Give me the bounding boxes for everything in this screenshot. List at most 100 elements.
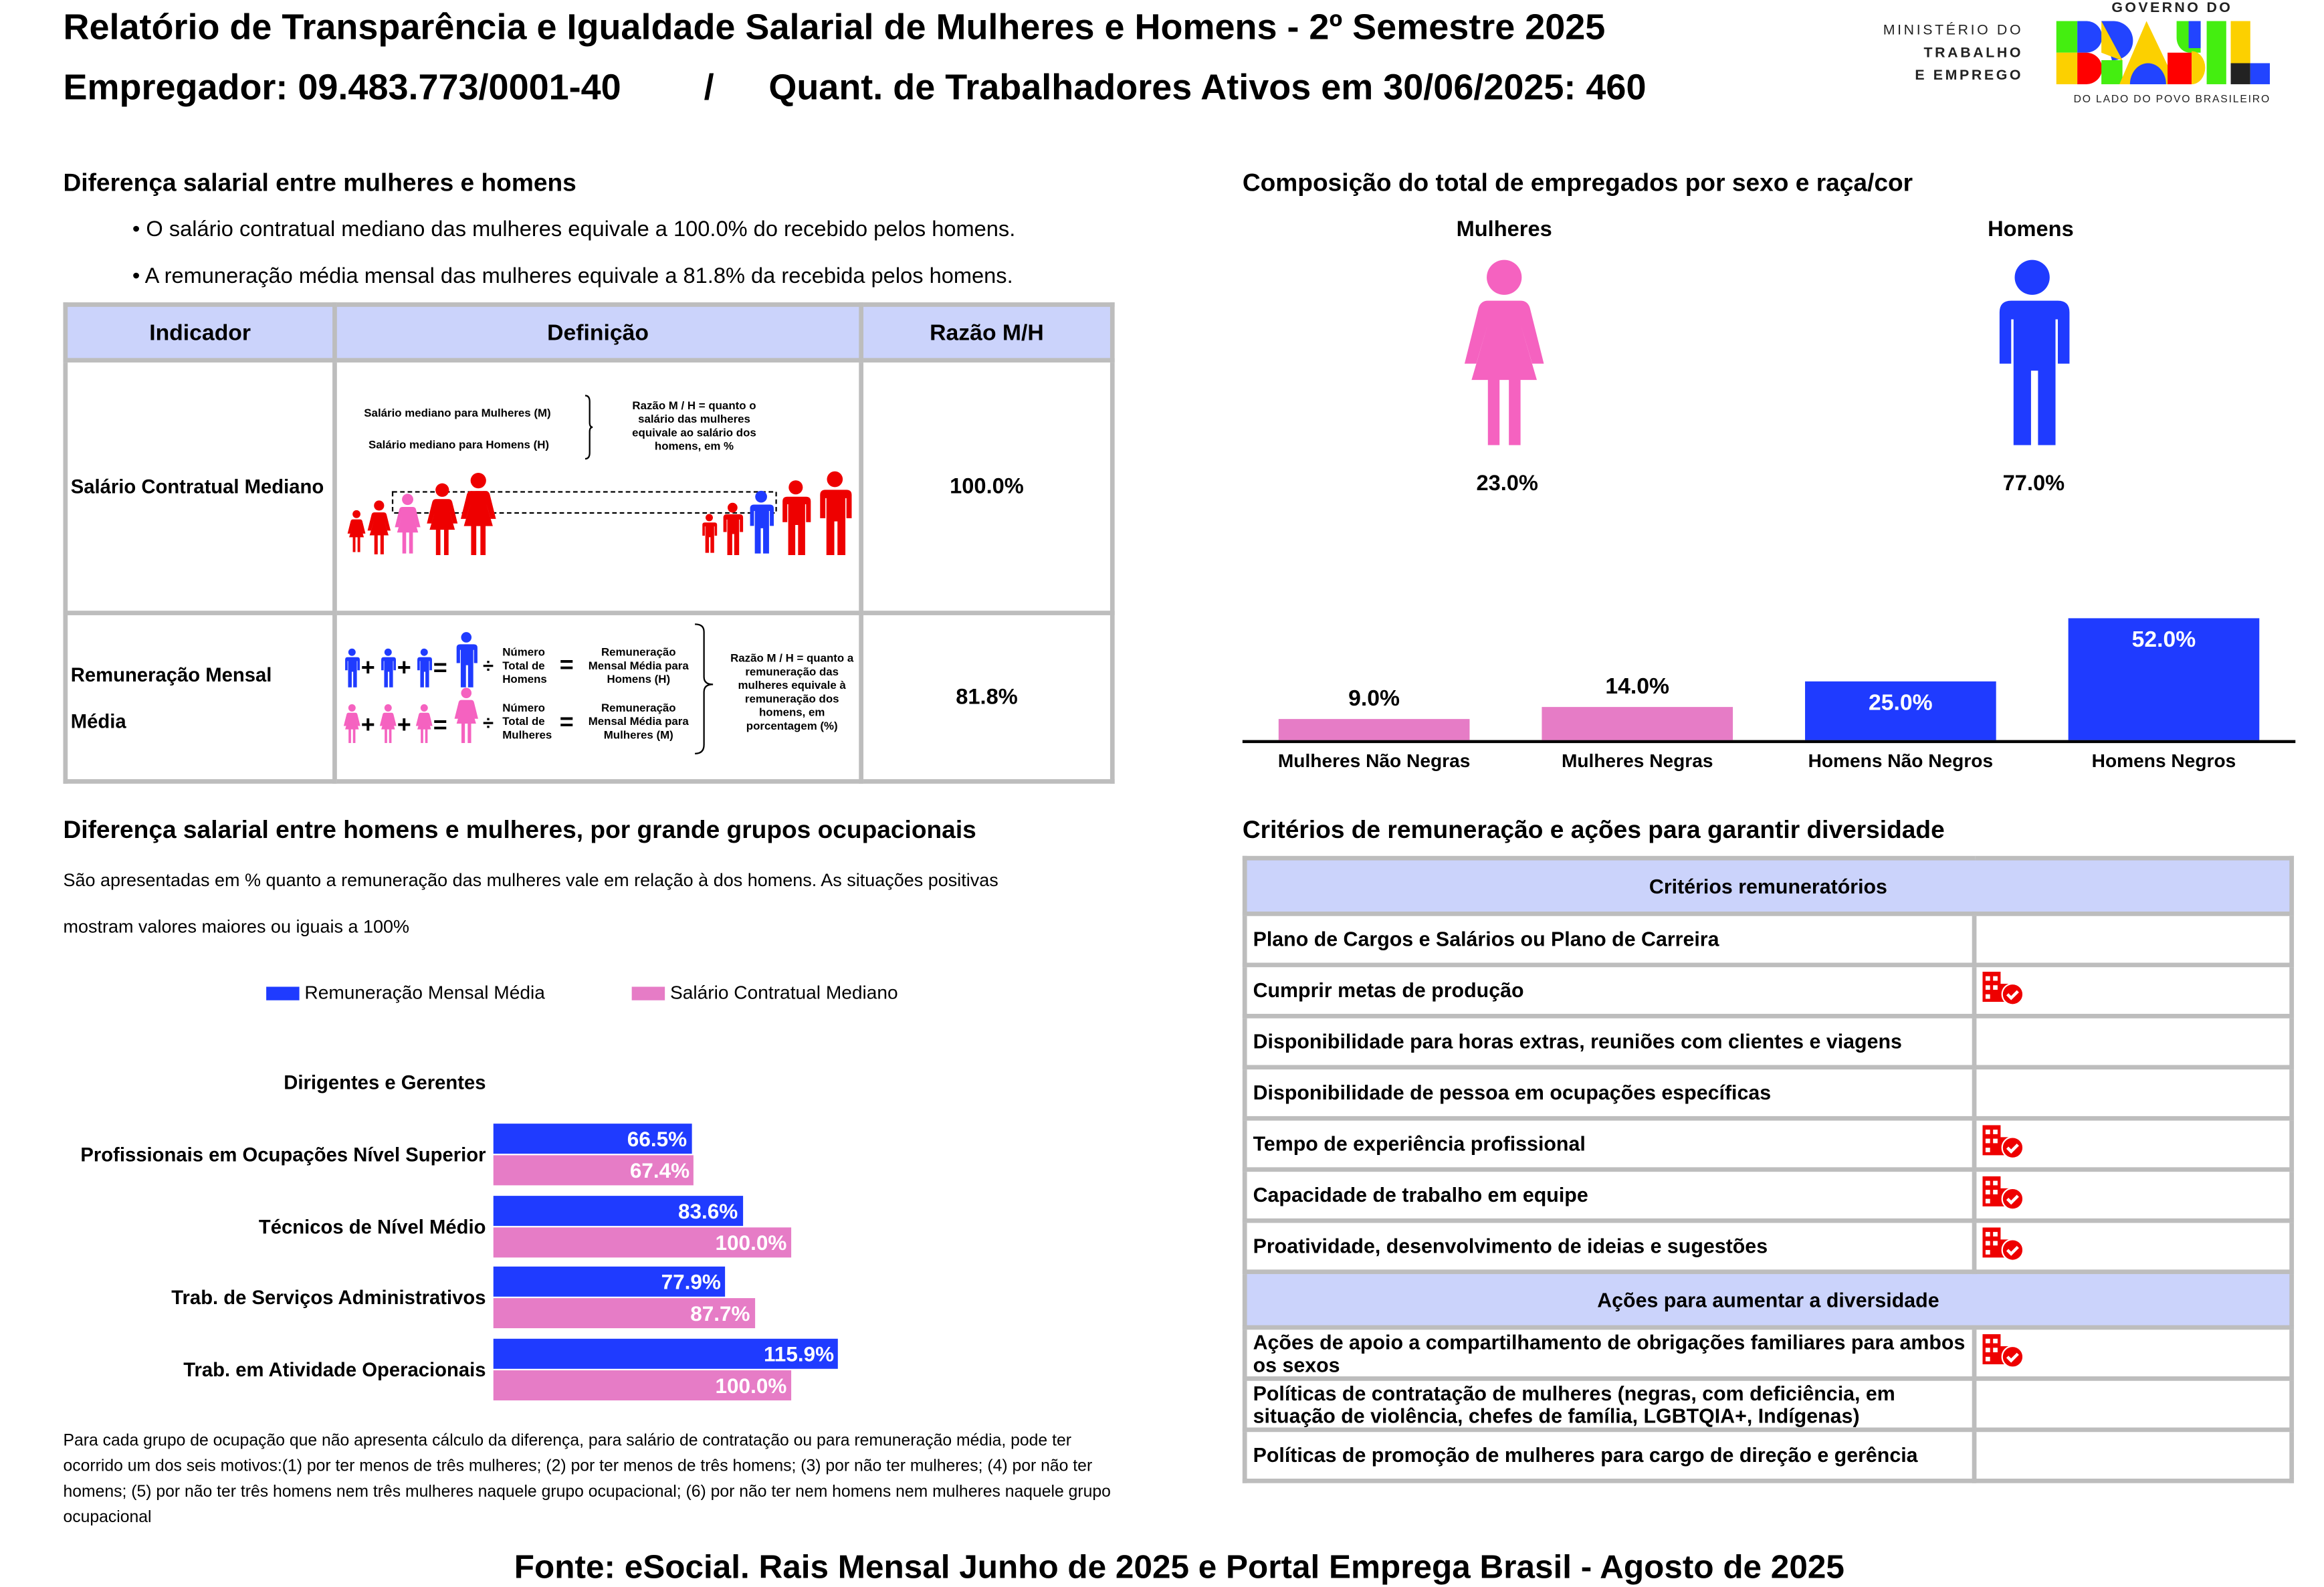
indicator-name: Salário Contratual Mediano	[63, 358, 337, 615]
diversity-header: Ações para aumentar a diversidade	[1242, 1269, 2295, 1330]
bar	[1278, 719, 1470, 740]
category-label: Trab. em Atividade Operacionais	[183, 1358, 486, 1381]
criteria-row: Tempo de experiência profissional	[1242, 1116, 2295, 1172]
criteria-status	[1972, 1065, 2295, 1121]
bar-value-label: 83.6%	[677, 1198, 738, 1223]
bar: 83.6%	[493, 1196, 743, 1227]
criteria-row: Proatividade, desenvolvimento de ideias …	[1242, 1218, 2295, 1275]
company-check-icon	[1982, 1227, 2024, 1260]
category-label: Trab. de Serviços Administrativos	[171, 1286, 486, 1309]
diagram-label: Remuneração Mensal Média para Mulheres (…	[588, 701, 689, 742]
table-row: Salário Contratual Mediano Salário media…	[63, 358, 1115, 615]
company-check-icon	[1982, 1125, 2024, 1158]
median-illustration	[347, 395, 852, 555]
definition-diagram-median: Salário mediano para Mulheres (M) Salári…	[332, 358, 864, 615]
definition-diagram-average: + + = ÷ = + + = ÷ = Número Total de Homens Remun…	[332, 611, 864, 784]
legend-swatch-pink	[631, 986, 665, 1001]
criteria-row: Plano de Cargos e Salários ou Plano de C…	[1242, 912, 2295, 968]
svg-text:+: +	[397, 710, 411, 738]
logo-text: E EMPREGO	[1915, 68, 2024, 84]
bar	[1542, 707, 1733, 740]
source-footer: Fonte: eSocial. Rais Mensal Junho de 202…	[514, 1548, 1844, 1586]
criteria-status	[1972, 1218, 2295, 1275]
criteria-label: Políticas de contratação de mulheres (ne…	[1242, 1376, 1977, 1433]
woman-icon	[1464, 259, 1544, 445]
bar: 100.0%	[493, 1370, 792, 1401]
criteria-row: Cumprir metas de produção	[1242, 962, 2295, 1019]
diagram-label: Razão M / H = quanto o salário das mulhe…	[632, 399, 756, 453]
criteria-label: Disponibilidade para horas extras, reuni…	[1242, 1013, 1977, 1070]
women-label: Mulheres	[1456, 218, 1552, 243]
col-header-definition: Definição	[332, 302, 864, 363]
indicator-table: Indicador Definição Razão M/H Salário Co…	[63, 302, 1115, 784]
criteria-label: Tempo de experiência profissional	[1242, 1116, 1977, 1172]
criteria-label: Capacidade de trabalho em equipe	[1242, 1167, 1977, 1223]
employer-id: Empregador: 09.483.773/0001-40	[63, 68, 621, 108]
criteria-label: Ações de apoio a compartilhamento de obr…	[1242, 1325, 1977, 1381]
bar: 87.7%	[493, 1298, 755, 1329]
ratio-value: 100.0%	[859, 358, 1115, 615]
criteria-table: Critérios remuneratórios Plano de Cargos…	[1242, 855, 2295, 1483]
legend-item: Remuneração Mensal Média	[266, 982, 545, 1003]
bar	[1805, 681, 1996, 740]
col-header-indicator: Indicador	[63, 302, 337, 363]
bar: 66.5%	[493, 1124, 692, 1154]
report-title: Relatório de Transparência e Igualdade S…	[63, 7, 1606, 48]
criteria-row: Políticas de contratação de mulheres (ne…	[1242, 1376, 2295, 1433]
average-illustration: + + = ÷ = + + = ÷ =	[343, 623, 714, 754]
legend-label: Remuneração Mensal Média	[304, 982, 545, 1004]
category-label: Homens Não Negros	[1808, 750, 1994, 772]
diagram-label: Número Total de Mulheres	[502, 701, 552, 742]
brasil-logo-mark	[2056, 21, 2270, 84]
criteria-row: Disponibilidade de pessoa em ocupações e…	[1242, 1065, 2295, 1121]
svg-text:=: =	[433, 710, 447, 738]
bar-value-label: 87.7%	[690, 1301, 750, 1326]
svg-text:÷: ÷	[483, 713, 494, 734]
bar-value-label: 14.0%	[1605, 674, 1670, 700]
logo-text: DO LADO DO POVO BRASILEIRO	[2073, 94, 2271, 106]
man-icon	[1999, 259, 2070, 445]
criteria-row: Políticas de promoção de mulheres para c…	[1242, 1427, 2295, 1483]
header-separator: /	[704, 68, 714, 108]
ratio-value: 81.8%	[859, 611, 1115, 784]
active-workers: Quant. de Trabalhadores Ativos em 30/06/…	[768, 68, 1647, 108]
criteria-row: Disponibilidade para horas extras, reuni…	[1242, 1013, 2295, 1070]
bar-value-label: 100.0%	[715, 1373, 787, 1398]
criteria-label: Disponibilidade de pessoa em ocupações e…	[1242, 1065, 1977, 1121]
bar	[2068, 618, 2260, 740]
diagram-label: Remuneração Mensal Média para Homens (H)	[588, 645, 689, 686]
salary-gap-title: Diferença salarial entre mulheres e home…	[63, 170, 576, 197]
criteria-label: Plano de Cargos e Salários ou Plano de C…	[1242, 912, 1977, 968]
bar: 67.4%	[493, 1155, 694, 1186]
svg-text:+: +	[361, 710, 375, 738]
diagram-label: Salário mediano para Mulheres (M)	[364, 406, 551, 420]
svg-text:=: =	[560, 708, 574, 735]
bullet-median: • O salário contratual mediano das mulhe…	[132, 218, 1016, 243]
bar: 100.0%	[493, 1227, 792, 1258]
table-row: Remuneração Mensal Média + + = ÷ = + + = ÷ = Núm…	[63, 611, 1115, 784]
bar-value-label: 67.4%	[629, 1158, 690, 1182]
logo-text: TRABALHO	[1923, 45, 2024, 62]
bullet-average: • A remuneração média mensal das mulhere…	[132, 264, 1013, 289]
criteria-status	[1972, 1013, 2295, 1070]
indicator-name: Remuneração Mensal Média	[63, 611, 337, 784]
composition-title: Composição do total de empregados por se…	[1242, 170, 1913, 197]
svg-text:÷: ÷	[483, 655, 494, 677]
company-check-icon	[1982, 972, 2024, 1004]
criteria-row: Ações de apoio a compartilhamento de obr…	[1242, 1325, 2295, 1381]
category-label: Dirigentes e Gerentes	[284, 1071, 486, 1094]
legend-item: Salário Contratual Mediano	[631, 982, 898, 1003]
occupations-title: Diferença salarial entre homens e mulher…	[63, 817, 976, 844]
diagram-label: Salário mediano para Homens (H)	[368, 437, 550, 451]
category-label: Profissionais em Ocupações Nível Superio…	[80, 1143, 486, 1166]
bar-value-label: 66.5%	[627, 1126, 688, 1151]
svg-text:=: =	[560, 650, 574, 677]
logo-text: GOVERNO DO	[2111, 0, 2233, 17]
ministry-logo: MINISTÉRIO DO TRABALHO E EMPREGO	[1851, 19, 2024, 87]
company-check-icon	[1982, 1176, 2024, 1209]
bar-value-label: 115.9%	[764, 1342, 835, 1366]
company-check-icon	[1982, 1334, 2024, 1367]
bar-value-label: 9.0%	[1348, 685, 1400, 712]
bar: 115.9%	[493, 1338, 839, 1369]
criteria-title: Critérios de remuneração e ações para ga…	[1242, 817, 1945, 844]
